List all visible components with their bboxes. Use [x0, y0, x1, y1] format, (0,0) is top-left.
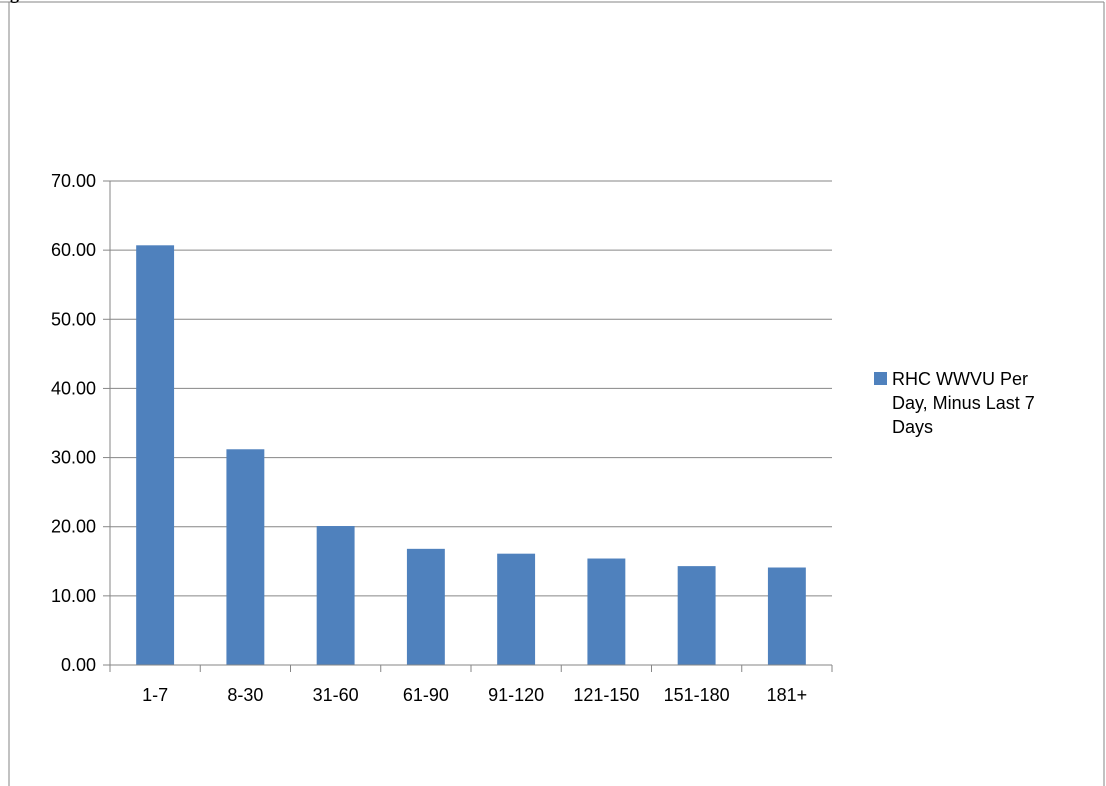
x-tick-label: 31-60 — [313, 685, 359, 705]
legend-label-line: RHC WWVU Per — [892, 369, 1028, 389]
y-tick-labels: 0.00 10.00 20.00 30.00 40.00 50.00 60.00 70.00 — [51, 171, 96, 675]
bar — [316, 526, 355, 665]
bar — [767, 567, 806, 665]
y-tick-label: 60.00 — [51, 240, 96, 260]
y-tick-label: 0.00 — [61, 655, 96, 675]
bar — [406, 548, 445, 665]
bar — [226, 449, 265, 665]
x-tick-label: 8-30 — [227, 685, 263, 705]
x-tick-label: 181+ — [767, 685, 808, 705]
axes — [103, 180, 833, 672]
legend-swatch — [874, 372, 887, 385]
legend-label-line: Day, Minus Last 7 — [892, 393, 1035, 413]
y-tick-label: 10.00 — [51, 586, 96, 606]
bar — [136, 245, 175, 665]
y-tick-label: 70.00 — [51, 171, 96, 191]
legend: RHC WWVU Per Day, Minus Last 7 Days — [874, 369, 1035, 437]
bar — [587, 558, 626, 665]
x-tick-labels: 1-7 8-30 31-60 61-90 91-120 121-150 151-180 181… — [142, 685, 807, 705]
top-fragment-text: g — [10, 0, 19, 3]
y-tick-label: 50.00 — [51, 309, 96, 329]
bars — [136, 245, 806, 665]
x-tick-label: 151-180 — [664, 685, 730, 705]
gridlines — [110, 180, 832, 597]
bar — [497, 553, 536, 665]
y-tick-label: 30.00 — [51, 448, 96, 468]
y-tick-label: 20.00 — [51, 517, 96, 537]
legend-label: RHC WWVU Per Day, Minus Last 7 Days — [892, 369, 1035, 437]
bar — [677, 566, 716, 665]
x-tick-label: 91-120 — [488, 685, 544, 705]
legend-label-line: Days — [892, 417, 933, 437]
x-tick-label: 1-7 — [142, 685, 168, 705]
x-tick-label: 121-150 — [573, 685, 639, 705]
y-tick-label: 40.00 — [51, 378, 96, 398]
x-tick-label: 61-90 — [403, 685, 449, 705]
